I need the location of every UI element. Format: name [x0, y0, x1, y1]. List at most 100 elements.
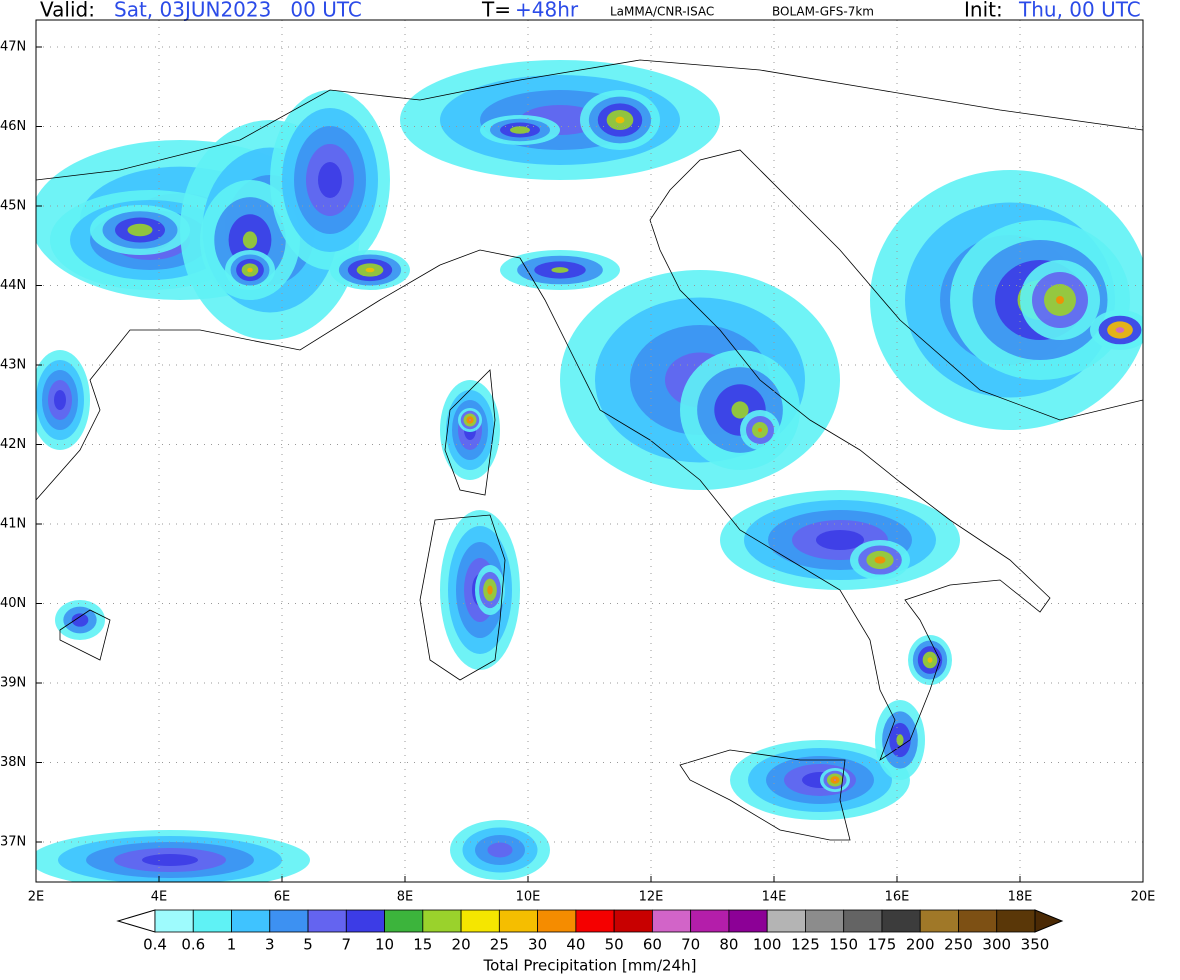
- precip-area: [1056, 296, 1064, 304]
- precip-area: [816, 530, 864, 550]
- precip-area: [927, 657, 933, 663]
- lon-label: 6E: [274, 890, 291, 905]
- lat-label: 37N: [0, 835, 26, 850]
- lat-label: 47N: [0, 40, 26, 55]
- colorbar-label: 1: [227, 936, 237, 954]
- colorbar-box: [422, 909, 462, 933]
- precip-area: [1115, 327, 1125, 333]
- colorbar-box: [231, 909, 271, 933]
- colorbar-label: 3: [265, 936, 275, 954]
- colorbar-label: 100: [753, 936, 782, 954]
- colorbar-label: 5: [303, 936, 313, 954]
- lat-label: 42N: [0, 437, 26, 452]
- colorbar-label: 20: [452, 936, 471, 954]
- precip-area: [758, 428, 762, 432]
- colorbar-box: [192, 909, 232, 933]
- lat-label: 41N: [0, 517, 26, 532]
- valid-label: Valid:: [40, 0, 95, 22]
- precip-area: [896, 734, 904, 746]
- colorbar-box: [805, 909, 845, 933]
- colorbar-box: [460, 909, 500, 933]
- lat-label: 40N: [0, 596, 26, 611]
- precip-area: [551, 267, 569, 273]
- precip-area: [142, 854, 198, 866]
- colorbar-extension: [1034, 909, 1064, 933]
- t-label: T=: [481, 0, 511, 22]
- coastline: [36, 59, 1143, 181]
- colorbar-box: [919, 909, 959, 933]
- colorbar-box: [345, 909, 385, 933]
- colorbar-extension: [116, 909, 156, 933]
- colorbar-box: [958, 909, 998, 933]
- lon-label: 20E: [1131, 890, 1156, 905]
- colorbar-box: [843, 909, 883, 933]
- colorbar-box: [996, 909, 1036, 933]
- precip-area: [487, 842, 513, 858]
- colorbar-box: [766, 909, 806, 933]
- colorbar-box: [651, 909, 692, 933]
- t-value: +48hr: [515, 0, 579, 22]
- lat-label: 43N: [0, 358, 26, 373]
- colorbar-label: 10: [375, 936, 394, 954]
- colorbar-label: 300: [982, 936, 1011, 954]
- colorbar-label: 350: [1021, 936, 1050, 954]
- lat-label: 46N: [0, 119, 26, 134]
- colorbar: 0.4 0.6 1 3 5 7 10 15 20 25 30 40 50 60 70 80 100 125 150 1…: [116, 909, 1064, 954]
- colorbar-box: [154, 909, 194, 933]
- precip-area: [833, 779, 837, 781]
- colorbar-box: [881, 909, 921, 933]
- precip-area: [510, 126, 530, 134]
- colorbar-box: [690, 909, 730, 933]
- precip-area: [54, 390, 66, 410]
- source: LaMMA/CNR-ISAC: [610, 5, 714, 19]
- valid-value: Sat, 03JUN2023 00 UTC: [114, 0, 362, 22]
- precip-area: [318, 162, 342, 198]
- colorbar-label: 70: [681, 936, 700, 954]
- colorbar-box: [307, 909, 347, 933]
- lon-label: 2E: [28, 890, 45, 905]
- colorbar-title: Total Precipitation [mm/24h]: [483, 957, 697, 975]
- precip-area: [247, 267, 253, 273]
- colorbar-label: 200: [906, 936, 935, 954]
- colorbar-label: 175: [868, 936, 897, 954]
- lon-label: 14E: [762, 890, 787, 905]
- precip-area: [242, 231, 258, 249]
- colorbar-box: [498, 909, 539, 933]
- colorbar-label: 15: [413, 936, 432, 954]
- coastline: [439, 149, 1143, 762]
- lat-label: 45N: [0, 199, 26, 214]
- map-area: [36, 20, 1143, 882]
- lon-label: 18E: [1008, 890, 1033, 905]
- lat-label: 38N: [0, 755, 26, 770]
- colorbar-label: 40: [566, 936, 585, 954]
- model: BOLAM-GFS-7km: [772, 5, 874, 19]
- coastline: [679, 749, 851, 841]
- colorbar-label: 125: [791, 936, 820, 954]
- precip-area: [487, 585, 493, 595]
- colorbar-label: 25: [490, 936, 509, 954]
- coastline: [36, 264, 441, 501]
- colorbar-label: 30: [528, 936, 547, 954]
- lon-label: 12E: [639, 890, 664, 905]
- lon-label: 16E: [885, 890, 910, 905]
- precip-area: [127, 223, 153, 237]
- colorbar-label: 0.4: [143, 936, 167, 954]
- lat-label: 39N: [0, 676, 26, 691]
- colorbar-box: [384, 909, 424, 933]
- coastline: [419, 514, 506, 681]
- colorbar-box: [269, 909, 309, 933]
- coastline: [59, 609, 111, 661]
- colorbar-label: 150: [829, 936, 858, 954]
- coastline: [444, 369, 496, 496]
- precip-area: [615, 116, 625, 124]
- precip-area: [71, 613, 89, 627]
- precip-area: [874, 556, 886, 564]
- lat-label: 44N: [0, 278, 26, 293]
- colorbar-label: 50: [605, 936, 624, 954]
- colorbar-label: 60: [643, 936, 662, 954]
- colorbar-box: [728, 909, 768, 933]
- colorbar-label: 0.6: [181, 936, 205, 954]
- colorbar-box: [537, 909, 577, 933]
- init-value: Thu, 00 UTC: [1018, 0, 1141, 22]
- colorbar-box: [575, 909, 615, 933]
